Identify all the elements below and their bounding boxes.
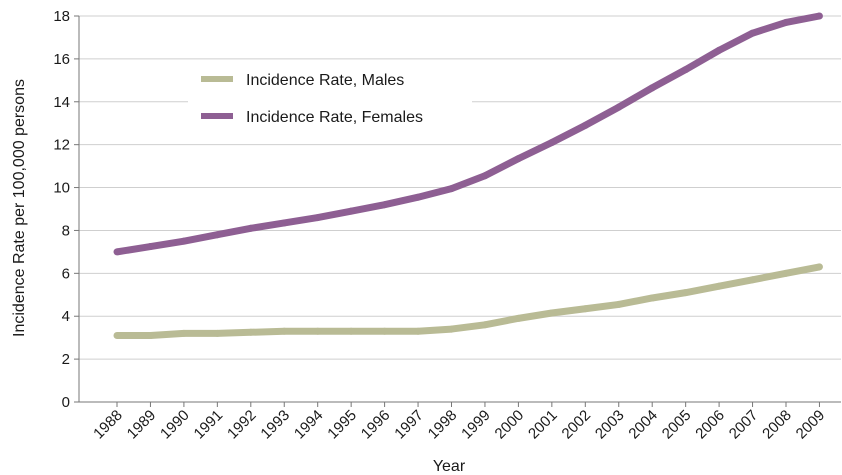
data-point xyxy=(514,314,522,322)
data-point xyxy=(146,243,154,251)
y-tick-label: 14 xyxy=(53,94,70,111)
data-point xyxy=(280,219,288,227)
series-lines xyxy=(113,12,823,340)
data-point xyxy=(648,294,656,302)
data-point xyxy=(347,327,355,335)
data-point xyxy=(615,103,623,111)
x-tick-label: 2003 xyxy=(592,407,628,443)
data-point xyxy=(247,224,255,232)
x-tick-label: 1997 xyxy=(391,407,427,443)
y-tick-label: 4 xyxy=(62,308,70,325)
data-point xyxy=(314,214,322,222)
x-tick-label: 1989 xyxy=(124,407,160,443)
data-point xyxy=(414,193,422,201)
x-tick-label: 1998 xyxy=(425,407,461,443)
x-tick-label: 2002 xyxy=(559,407,595,443)
data-point xyxy=(180,329,188,337)
x-tick-label: 1996 xyxy=(358,407,394,443)
data-point xyxy=(347,207,355,215)
data-point xyxy=(213,231,221,239)
data-point xyxy=(381,327,389,335)
legend: Incidence Rate, Males Incidence Rate, Fe… xyxy=(188,63,472,135)
y-tick-label: 2 xyxy=(62,351,70,368)
data-point xyxy=(648,84,656,92)
data-point xyxy=(113,248,121,256)
data-point xyxy=(581,305,589,313)
x-tick-label: 1992 xyxy=(224,407,260,443)
x-tick-label: 1988 xyxy=(90,407,126,443)
data-point xyxy=(749,29,757,37)
data-point xyxy=(213,329,221,337)
x-tick-label: 1994 xyxy=(291,407,327,443)
data-point xyxy=(615,300,623,308)
y-axis-ticks: 0 2 4 6 8 10 12 14 16 18 xyxy=(53,8,79,411)
data-point xyxy=(448,325,455,333)
data-point xyxy=(749,276,757,284)
x-tick-label: 2005 xyxy=(659,407,695,443)
legend-label-males: Incidence Rate, Males xyxy=(246,72,404,89)
x-tick-label: 2008 xyxy=(759,407,795,443)
data-point xyxy=(782,18,790,26)
x-tick-label: 2006 xyxy=(692,407,728,443)
x-tick-label: 1991 xyxy=(191,407,227,443)
x-tick-label: 1995 xyxy=(324,407,360,443)
x-tick-label: 1993 xyxy=(257,407,293,443)
data-point xyxy=(146,332,154,340)
y-axis-title: Incidence Rate per 100,000 persons xyxy=(11,79,28,337)
y-tick-label: 10 xyxy=(53,180,70,197)
data-point xyxy=(414,327,422,335)
data-point xyxy=(381,201,389,209)
x-tick-label: 2009 xyxy=(793,407,829,443)
data-point xyxy=(314,327,322,335)
y-tick-label: 18 xyxy=(53,8,70,25)
data-point xyxy=(481,172,489,180)
data-point xyxy=(481,321,489,329)
x-tick-label: 1990 xyxy=(157,407,193,443)
x-tick-label: 1999 xyxy=(458,407,494,443)
y-tick-label: 8 xyxy=(62,222,70,239)
data-point xyxy=(682,289,690,297)
data-point xyxy=(247,328,255,336)
data-point xyxy=(548,309,556,317)
data-point xyxy=(815,263,823,271)
y-tick-label: 16 xyxy=(53,51,70,68)
data-point xyxy=(815,12,823,20)
data-point xyxy=(280,327,288,335)
x-axis-ticks: 1988198919901991199219931994199519961997… xyxy=(90,402,828,442)
data-point xyxy=(581,121,589,129)
x-axis-title: Year xyxy=(433,458,466,475)
series-line-males xyxy=(117,263,821,340)
data-point xyxy=(548,139,556,147)
data-point xyxy=(782,269,790,277)
y-tick-label: 12 xyxy=(53,137,70,154)
data-point xyxy=(715,282,723,290)
series-line-females xyxy=(116,12,821,256)
x-tick-label: 2004 xyxy=(625,407,661,443)
data-point xyxy=(514,155,522,163)
data-point xyxy=(682,66,690,74)
x-tick-label: 2000 xyxy=(492,407,528,443)
legend-background xyxy=(188,63,472,135)
data-point xyxy=(715,46,723,54)
legend-label-females: Incidence Rate, Females xyxy=(246,109,423,126)
data-point xyxy=(113,332,121,340)
data-point xyxy=(180,237,188,245)
x-tick-label: 2007 xyxy=(726,407,762,443)
data-point xyxy=(448,185,455,193)
y-tick-label: 0 xyxy=(62,394,70,411)
x-tick-label: 2001 xyxy=(525,407,561,443)
y-tick-label: 6 xyxy=(62,265,70,282)
